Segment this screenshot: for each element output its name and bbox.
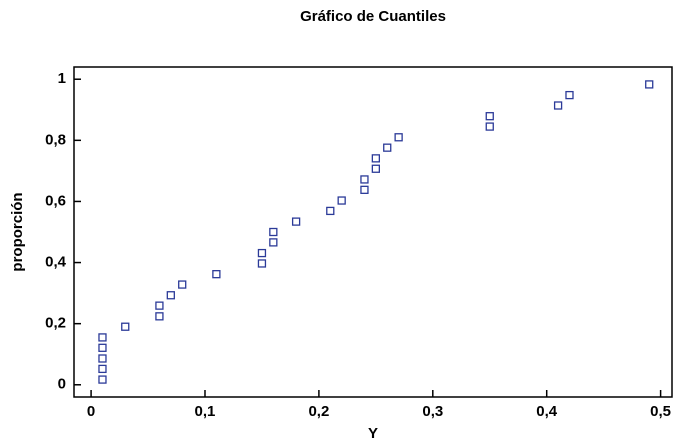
point bbox=[485, 112, 494, 121]
point bbox=[485, 122, 494, 131]
point bbox=[178, 280, 187, 289]
point bbox=[121, 322, 130, 331]
point bbox=[394, 133, 403, 142]
point bbox=[155, 312, 164, 321]
point bbox=[98, 364, 107, 374]
point bbox=[291, 217, 301, 226]
point bbox=[98, 333, 107, 342]
x-tick-label: 0,5 bbox=[650, 403, 671, 420]
point bbox=[257, 259, 267, 268]
point bbox=[257, 248, 267, 258]
point bbox=[371, 164, 380, 173]
x-tick-label: 0,3 bbox=[422, 403, 443, 420]
point bbox=[269, 238, 278, 247]
point bbox=[645, 80, 654, 89]
point bbox=[326, 206, 335, 216]
point bbox=[155, 301, 164, 310]
y-tick-label: 0,2 bbox=[45, 315, 66, 332]
y-tick-label: 0 bbox=[58, 376, 66, 393]
chart-title: Gráfico de Cuantiles bbox=[300, 8, 446, 25]
point bbox=[553, 101, 563, 110]
y-axis-label: proporción bbox=[9, 192, 26, 271]
point bbox=[360, 185, 369, 194]
point bbox=[565, 90, 574, 100]
x-tick-label: 0,2 bbox=[308, 403, 329, 420]
point bbox=[98, 343, 107, 352]
point bbox=[337, 196, 346, 205]
y-tick-label: 0,8 bbox=[45, 131, 66, 148]
point bbox=[371, 154, 380, 163]
y-tick-label: 0,6 bbox=[45, 192, 66, 209]
x-axis-label: Y bbox=[368, 425, 378, 442]
point bbox=[383, 143, 392, 152]
x-tick-label: 0,1 bbox=[195, 403, 216, 420]
point bbox=[360, 175, 369, 184]
point bbox=[166, 291, 175, 300]
x-tick-label: 0,4 bbox=[536, 403, 558, 420]
point bbox=[269, 227, 278, 237]
y-tick-label: 1 bbox=[58, 70, 66, 87]
plot-frame bbox=[73, 66, 673, 398]
y-tick-label: 0,4 bbox=[45, 254, 67, 271]
point bbox=[98, 354, 107, 363]
point bbox=[98, 375, 107, 384]
point bbox=[212, 270, 221, 279]
x-tick-label: 0 bbox=[87, 403, 95, 420]
